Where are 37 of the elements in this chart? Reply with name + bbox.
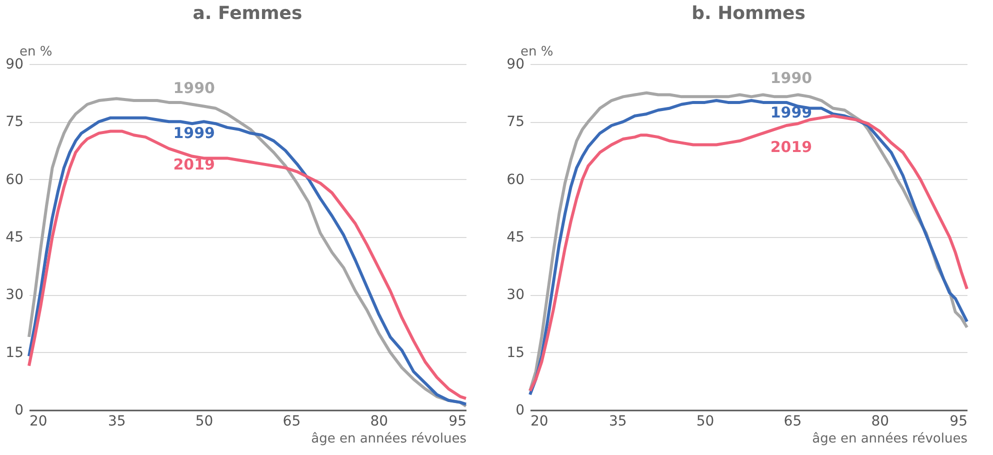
x-tick-label: 80: [871, 414, 890, 430]
x-tick-label: 20: [30, 414, 48, 430]
y-tick-label: 60: [506, 172, 524, 188]
series-label: 1999: [173, 124, 215, 142]
y-tick-label: 90: [506, 56, 524, 72]
x-axis-title: âge en années révolues: [311, 432, 467, 446]
x-tick-label: 20: [530, 414, 548, 430]
y-tick-label: 75: [6, 114, 24, 130]
y-tick-label: 0: [14, 402, 24, 418]
y-tick-label: 60: [6, 172, 24, 188]
x-tick-label: 65: [282, 414, 301, 430]
series-label: 2019: [770, 138, 812, 156]
x-tick-label: 50: [696, 414, 714, 430]
chart-title: a. Femmes: [192, 3, 302, 24]
x-tick-label: 35: [608, 414, 627, 430]
y-tick-label: 30: [506, 287, 524, 304]
x-axis-title: âge en années révolues: [812, 432, 968, 446]
y-tick-label: 45: [6, 230, 24, 246]
y-tick-label: 15: [6, 344, 24, 361]
y-tick-label: 30: [6, 287, 24, 304]
x-tick-label: 95: [950, 414, 968, 430]
y-axis-title: en %: [20, 44, 52, 60]
y-axis-title: en %: [520, 44, 554, 60]
x-tick-label: 50: [195, 414, 214, 430]
y-tick-label: 90: [6, 56, 24, 72]
y-tick-label: 15: [506, 344, 524, 361]
x-tick-label: 65: [784, 414, 802, 430]
y-tick-label: 0: [516, 402, 524, 418]
chart-title: b. Hommes: [692, 3, 806, 24]
x-tick-label: 80: [370, 414, 388, 430]
x-tick-label: 95: [448, 414, 466, 430]
series-label: 1990: [173, 79, 215, 98]
series-label: 1990: [770, 68, 812, 87]
series-label: 2019: [173, 155, 215, 174]
x-tick-label: 35: [108, 414, 126, 430]
y-tick-label: 75: [506, 114, 524, 130]
y-tick-label: 45: [506, 230, 524, 246]
